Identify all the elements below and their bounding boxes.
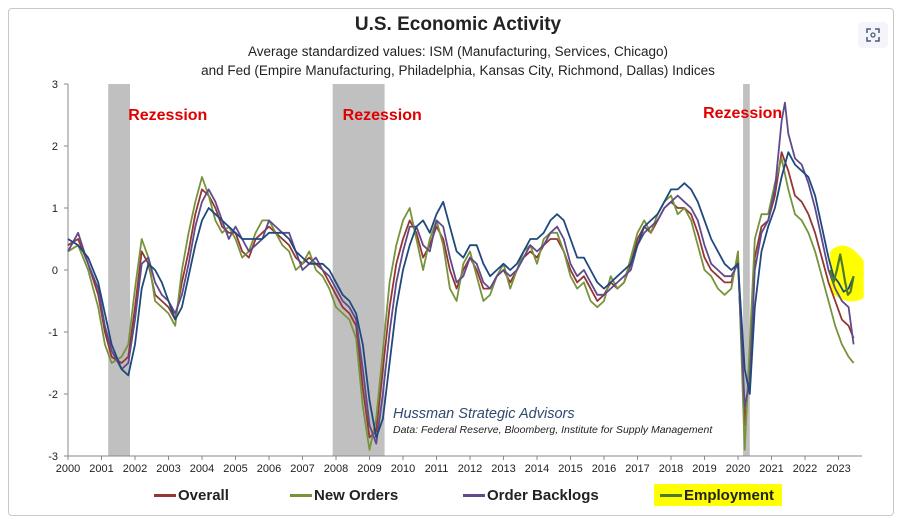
subtitle-line-2: and Fed (Empire Manufacturing, Philadelp…	[201, 63, 715, 78]
watermark-name: Hussman Strategic Advisors	[393, 406, 575, 422]
x-tick-label: 2002	[123, 463, 147, 475]
x-tick-label: 2022	[793, 463, 817, 475]
x-tick-label: 2019	[692, 463, 716, 475]
recession-labels: Rezession Rezession Rezession	[128, 105, 782, 124]
x-tick-label: 2006	[257, 463, 281, 475]
legend-label-overall: Overall	[178, 486, 229, 504]
x-tick-label: 2008	[324, 463, 348, 475]
series-line-employment	[67, 151, 855, 439]
y-tick-label: -3	[48, 451, 58, 463]
x-tick-label: 2020	[726, 463, 750, 475]
legend: Overall New Orders Order Backlogs Employ…	[150, 484, 850, 506]
recession-label: Rezession	[703, 105, 782, 122]
x-tick-label: 2004	[190, 463, 214, 475]
recession-band	[743, 84, 750, 456]
recession-band	[332, 84, 385, 456]
x-tick-label: 2015	[558, 463, 582, 475]
series-line-overall	[67, 151, 855, 439]
x-tick-label: 2001	[89, 463, 113, 475]
x-tick-label: 2016	[592, 463, 616, 475]
series-lines	[67, 101, 855, 451]
series-line-employment-recent	[829, 253, 855, 296]
chart-title: U.S. Economic Activity	[354, 14, 562, 35]
expand-button[interactable]	[858, 22, 888, 48]
y-tick-label: -2	[48, 389, 58, 401]
recession-bands	[108, 84, 750, 456]
y-tick-label: 3	[52, 79, 58, 91]
x-tick-label: 2007	[290, 463, 314, 475]
watermark-source: Data: Federal Reserve, Bloomberg, Instit…	[393, 424, 713, 436]
x-tick-label: 2011	[425, 463, 449, 475]
x-tick-label: 2003	[156, 463, 180, 475]
y-tick-label: 0	[52, 265, 58, 277]
legend-swatch-order-backlogs	[463, 493, 485, 497]
recession-label: Rezession	[128, 107, 207, 124]
expand-icon	[866, 28, 880, 42]
x-tick-label: 2013	[491, 463, 515, 475]
legend-item-overall: Overall	[154, 484, 229, 506]
legend-swatch-new-orders	[290, 493, 312, 497]
x-tick-label: 2000	[56, 463, 80, 475]
y-tick-label: 2	[52, 141, 58, 153]
legend-swatch-employment	[660, 493, 682, 497]
series-line-new-orders	[67, 157, 855, 451]
x-tick-label: 2014	[525, 463, 549, 475]
x-tick-label: 2023	[826, 463, 850, 475]
x-tick-label: 2021	[759, 463, 783, 475]
legend-item-order-backlogs: Order Backlogs	[463, 484, 599, 506]
recession-label: Rezession	[343, 107, 422, 124]
legend-item-new-orders: New Orders	[290, 484, 398, 506]
x-tick-label: 2018	[659, 463, 683, 475]
legend-label-order-backlogs: Order Backlogs	[487, 486, 599, 504]
x-tick-label: 2005	[223, 463, 247, 475]
y-tick-label: -1	[48, 327, 58, 339]
legend-swatch-overall	[154, 493, 176, 497]
subtitle-line-1: Average standardized values: ISM (Manufa…	[248, 44, 668, 59]
legend-label-new-orders: New Orders	[314, 486, 399, 504]
x-tick-label: 2012	[458, 463, 482, 475]
series-line-order-backlogs	[67, 101, 855, 445]
recession-band	[108, 84, 130, 456]
y-tick-label: 1	[52, 203, 58, 215]
x-tick-label: 2010	[391, 463, 415, 475]
legend-label-employment: Employment	[684, 486, 775, 504]
chart-subtitle: Average standardized values: ISM (Manufa…	[0, 42, 916, 80]
x-tick-label: 2017	[625, 463, 649, 475]
legend-item-employment: Employment	[654, 484, 783, 506]
x-tick-label: 2009	[357, 463, 381, 475]
